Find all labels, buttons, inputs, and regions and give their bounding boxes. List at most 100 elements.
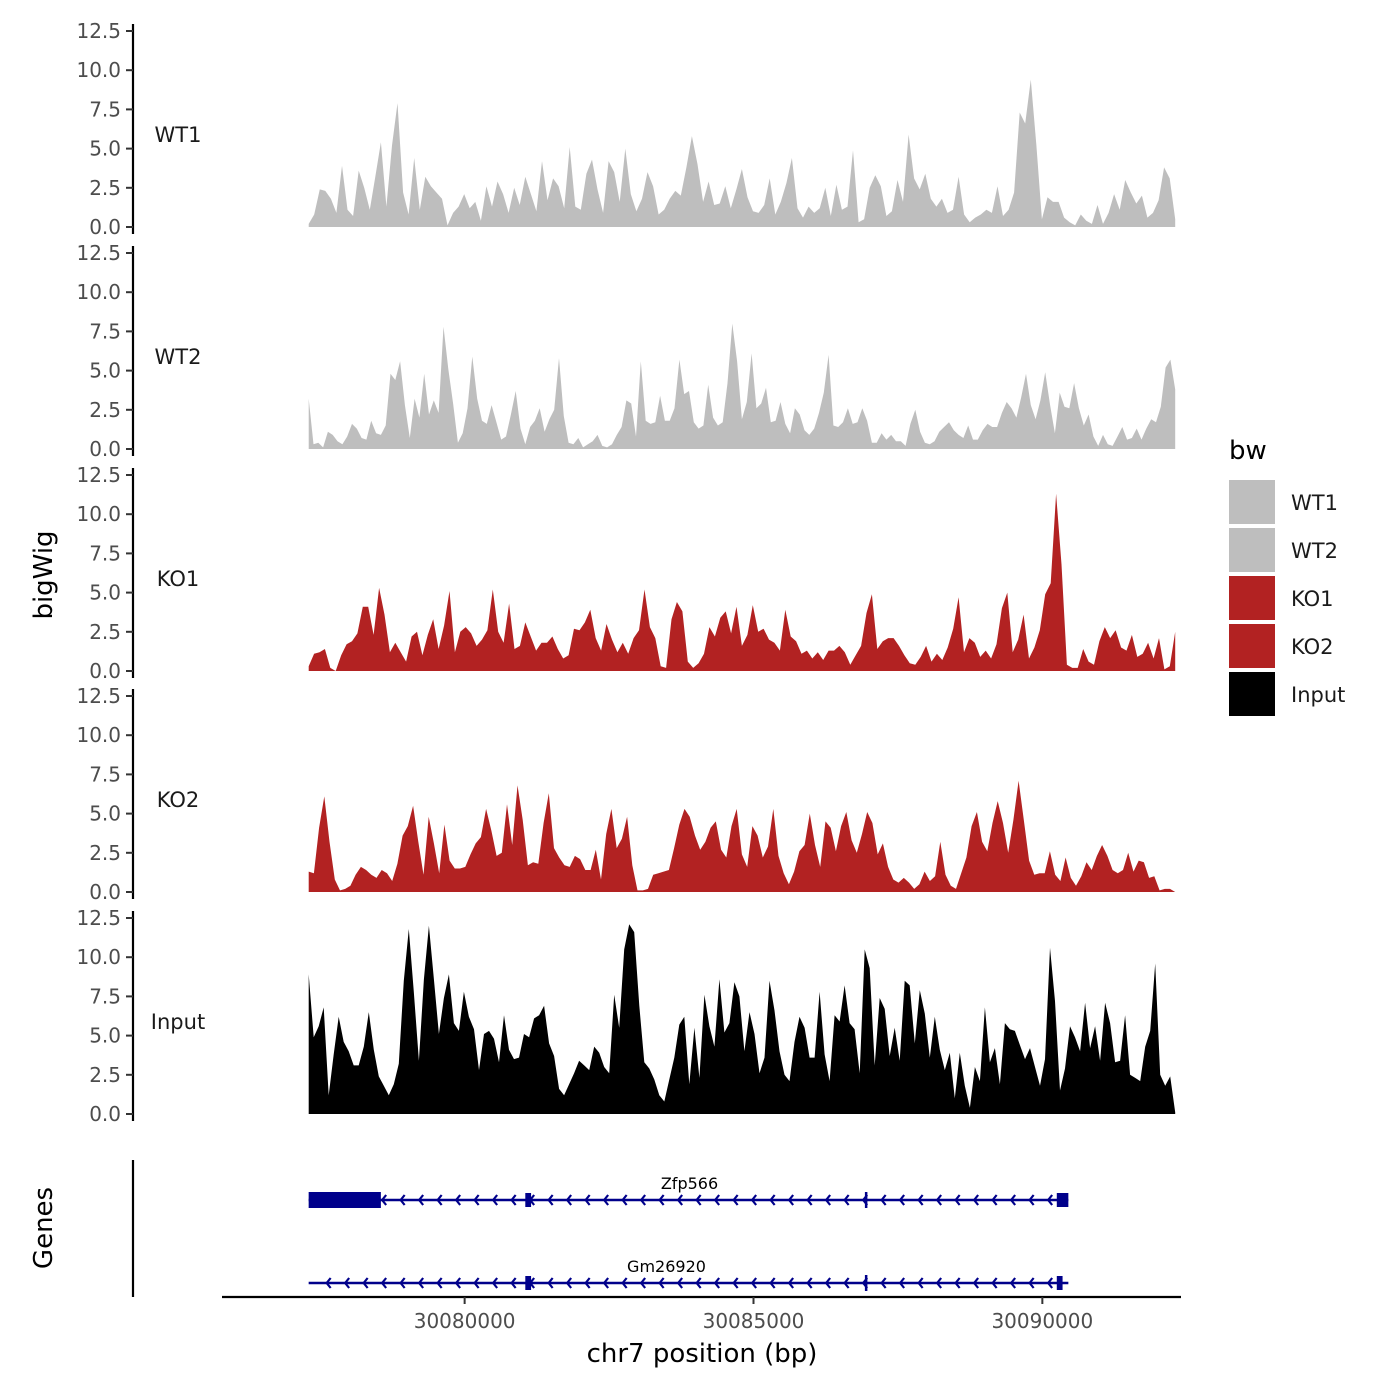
y-tick-label: 7.5 [89, 319, 121, 343]
y-tick-label: 12.5 [76, 906, 121, 930]
y-tick-label: 7.5 [89, 984, 121, 1008]
strand-arrow [750, 1194, 758, 1206]
y-tick-label: 10.0 [76, 502, 121, 526]
strand-arrow [658, 1194, 665, 1206]
strand-arrow [824, 1194, 832, 1206]
strand-arrow [602, 1277, 610, 1289]
strand-arrow [898, 1194, 906, 1206]
genes-axis-title: Genes [29, 1187, 59, 1269]
strand-arrow [843, 1277, 850, 1289]
gene-track: Zfp566 Gm26920 [131, 1160, 1069, 1297]
strand-arrow [639, 1277, 647, 1289]
gene-label: Zfp566 [661, 1174, 718, 1193]
gene-gm26920: Gm26920 [308, 1257, 1069, 1291]
strand-arrow [343, 1277, 351, 1289]
y-tick-label: 5.0 [89, 359, 121, 383]
x-tick-label: 30085000 [703, 1309, 805, 1333]
strand-arrow [436, 1194, 443, 1206]
track-ko1: 0.0 2.5 5.0 7.5 10.0 12.5 KO1 [76, 463, 1176, 683]
strand-arrow [547, 1194, 554, 1206]
coverage-area-ko2 [308, 780, 1176, 892]
strand-arrow [621, 1277, 628, 1289]
x-axis-title: chr7 position (bp) [587, 1339, 818, 1369]
y-tick-label: 7.5 [89, 97, 121, 121]
y-tick-label: 10.0 [76, 723, 121, 747]
strand-arrow [417, 1194, 425, 1206]
legend-title: bw [1229, 436, 1267, 466]
x-tick-label: 30090000 [991, 1309, 1093, 1333]
strand-arrow [491, 1277, 499, 1289]
y-tick-label: 5.0 [89, 581, 121, 605]
strand-arrow [1046, 1277, 1054, 1289]
x-tick-label: 30080000 [414, 1309, 516, 1333]
strand-arrow [787, 1194, 795, 1206]
track-label: Input [151, 1010, 205, 1034]
strand-arrow [917, 1277, 924, 1289]
legend-label: KO2 [1291, 635, 1334, 659]
legend-key-wt1 [1229, 480, 1275, 524]
legend-key-ko1 [1229, 576, 1275, 620]
strand-arrow [972, 1277, 980, 1289]
legend: bw WT1 WT2 KO1 KO2 Input [1229, 436, 1345, 716]
gene-zfp566: Zfp566 [308, 1174, 1069, 1208]
strand-arrow [676, 1194, 684, 1206]
exon [308, 1192, 381, 1208]
strand-arrow [713, 1277, 721, 1289]
strand-arrow [399, 1194, 406, 1206]
strand-arrow [695, 1277, 702, 1289]
strand-arrow [695, 1194, 702, 1206]
strand-arrow [769, 1194, 776, 1206]
strand-arrow [732, 1277, 739, 1289]
strand-arrow [565, 1277, 573, 1289]
strand-arrow [362, 1277, 369, 1289]
track-label: WT2 [155, 345, 202, 369]
y-axis-title: bigWig [29, 530, 59, 619]
strand-arrow [713, 1194, 721, 1206]
exon [1056, 1193, 1069, 1207]
strand-arrow [880, 1277, 887, 1289]
strand-arrow [750, 1277, 758, 1289]
y-tick-label: 0.0 [89, 437, 121, 461]
strand-arrow [621, 1194, 628, 1206]
y-tick-label: 7.5 [89, 762, 121, 786]
strand-arrow [436, 1277, 443, 1289]
y-tick-label: 12.5 [76, 241, 121, 265]
strand-arrow [547, 1277, 554, 1289]
y-tick-label: 2.5 [89, 841, 121, 865]
legend-label: WT1 [1291, 491, 1338, 515]
strand-arrow [584, 1194, 591, 1206]
strand-arrow [658, 1277, 665, 1289]
y-tick-label: 0.0 [89, 659, 121, 683]
track-label: KO1 [157, 567, 200, 591]
strand-arrow [417, 1277, 425, 1289]
strand-arrow [1028, 1194, 1035, 1206]
strand-arrow [473, 1194, 480, 1206]
y-tick-label: 12.5 [76, 19, 121, 43]
strand-arrow [454, 1194, 462, 1206]
strand-arrow [991, 1194, 998, 1206]
strand-arrow [972, 1194, 980, 1206]
strand-arrow [1046, 1194, 1054, 1206]
coverage-area-input [308, 924, 1176, 1114]
strand-arrow [954, 1277, 961, 1289]
y-tick-label: 12.5 [76, 463, 121, 487]
y-tick-label: 5.0 [89, 137, 121, 161]
legend-key-wt2 [1229, 528, 1275, 572]
strand-arrow [602, 1194, 610, 1206]
legend-key-input [1229, 672, 1275, 716]
track-label: KO2 [157, 788, 200, 812]
strand-arrow [454, 1277, 462, 1289]
exon [525, 1276, 532, 1290]
strand-arrow [1009, 1277, 1017, 1289]
y-tick-label: 2.5 [89, 398, 121, 422]
strand-arrow [510, 1194, 517, 1206]
y-tick-label: 2.5 [89, 176, 121, 200]
legend-label: WT2 [1291, 539, 1338, 563]
strand-arrow [676, 1277, 684, 1289]
track-wt2: 0.0 2.5 5.0 7.5 10.0 12.5 WT2 [76, 241, 1176, 461]
track-wt1: 0.0 2.5 5.0 7.5 10.0 12.5 WT1 [76, 19, 1176, 239]
strand-arrow [806, 1277, 813, 1289]
track-label: WT1 [155, 123, 202, 147]
strand-arrow [843, 1194, 850, 1206]
